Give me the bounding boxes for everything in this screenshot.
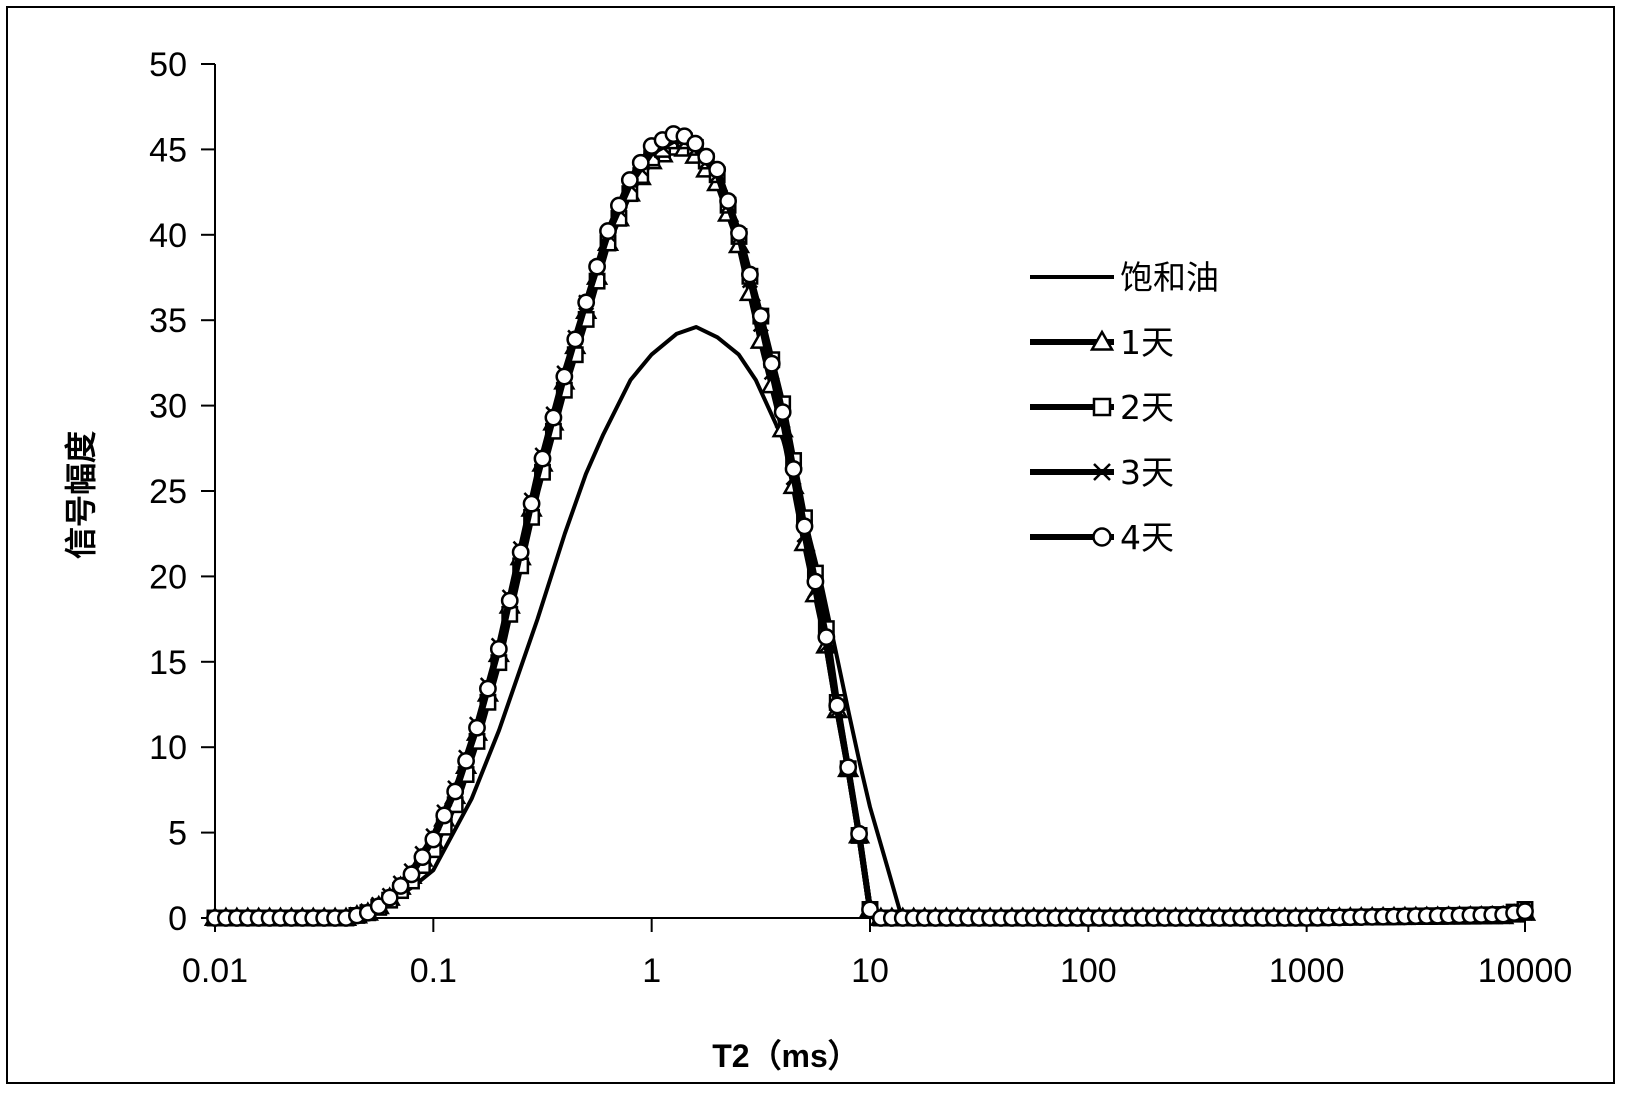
legend-label: 4天	[1120, 518, 1174, 557]
data-point-marker	[600, 223, 615, 238]
y-tick-label: 45	[149, 131, 187, 169]
series-0	[215, 327, 1525, 918]
data-point-marker	[841, 760, 856, 775]
x-tick-label: 1000	[1269, 952, 1345, 990]
x-tick-label: 1	[642, 952, 661, 990]
data-point-marker	[448, 784, 463, 799]
data-point-marker	[830, 698, 845, 713]
data-point-marker	[513, 545, 528, 560]
data-point-marker	[753, 308, 768, 323]
data-point-marker	[557, 369, 572, 384]
series-layer	[206, 126, 1534, 925]
y-tick-label: 20	[149, 558, 187, 596]
y-tick-label: 5	[168, 815, 187, 853]
data-point-marker	[797, 519, 812, 534]
legend: 饱和油 1天 2天 3天 4天	[1030, 258, 1219, 557]
x-tick-label: 10000	[1478, 952, 1573, 990]
data-point-marker	[579, 295, 594, 310]
data-point-marker	[720, 193, 735, 208]
data-point-marker	[611, 198, 626, 213]
data-point-marker	[502, 593, 517, 608]
legend-label: 3天	[1120, 453, 1174, 492]
legend-item-1: 1天	[1030, 323, 1174, 362]
x-tick-label: 0.1	[410, 952, 457, 990]
y-tick-label: 0	[168, 900, 187, 938]
data-point-marker	[404, 867, 419, 882]
y-tick-label: 15	[149, 644, 187, 682]
data-point-marker	[458, 753, 473, 768]
data-point-marker	[491, 641, 506, 656]
data-point-marker	[1517, 904, 1532, 919]
data-point-marker	[731, 225, 746, 240]
y-tick-label: 10	[149, 729, 187, 767]
legend-item-2: 2天	[1030, 388, 1174, 427]
data-point-marker	[437, 808, 452, 823]
data-point-marker	[764, 356, 779, 371]
data-point-marker	[535, 451, 550, 466]
legend-marker	[1094, 529, 1111, 546]
data-point-marker	[688, 136, 703, 151]
data-point-marker	[808, 574, 823, 589]
data-point-marker	[622, 172, 637, 187]
data-point-marker	[775, 404, 790, 419]
legend-label: 1天	[1120, 323, 1174, 362]
legend-label: 2天	[1120, 388, 1174, 427]
data-point-marker	[568, 332, 583, 347]
data-point-marker	[742, 267, 757, 282]
data-point-marker	[524, 496, 539, 511]
data-point-marker	[710, 162, 725, 177]
data-point-marker	[426, 832, 441, 847]
y-tick-label: 40	[149, 217, 187, 255]
y-tick-label: 35	[149, 302, 187, 340]
y-tick-label: 50	[149, 46, 187, 84]
legend-item-4: 4天	[1030, 518, 1174, 557]
data-point-marker	[415, 849, 430, 864]
legend-label: 饱和油	[1120, 258, 1219, 297]
data-point-marker	[633, 155, 648, 170]
legend-item-3: 3天	[1030, 453, 1174, 492]
legend-item-0: 饱和油	[1030, 258, 1219, 297]
x-tick-label: 10	[851, 952, 889, 990]
data-point-marker	[851, 826, 866, 841]
legend-marker	[1094, 399, 1110, 415]
data-point-marker	[786, 461, 801, 476]
data-point-marker	[480, 681, 495, 696]
x-axis-title: T2（ms）	[712, 1038, 860, 1074]
x-tick-label: 100	[1060, 952, 1117, 990]
y-axis-title: 信号幅度	[63, 431, 99, 559]
y-tick-label: 30	[149, 388, 187, 426]
y-tick-label: 25	[149, 473, 187, 511]
data-point-marker	[699, 149, 714, 164]
data-point-marker	[469, 720, 484, 735]
series-line	[215, 327, 1525, 918]
x-tick-label: 0.01	[182, 952, 248, 990]
data-point-marker	[819, 629, 834, 644]
data-point-marker	[589, 259, 604, 274]
data-point-marker	[546, 410, 561, 425]
